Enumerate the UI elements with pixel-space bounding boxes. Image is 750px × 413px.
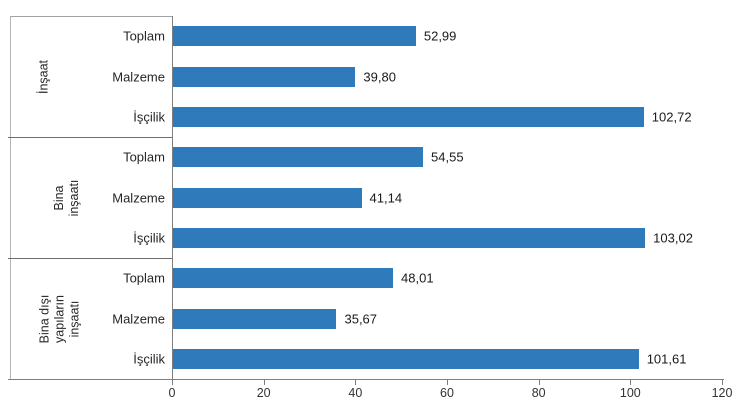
- x-axis-tick: [263, 380, 265, 385]
- bar: [173, 26, 416, 47]
- x-axis-tick-label: 60: [440, 386, 454, 400]
- value-axis-line: [8, 379, 724, 380]
- bar: [173, 227, 646, 248]
- bar-value-label: 102,72: [651, 109, 692, 125]
- bar: [173, 308, 337, 329]
- bar-value-label: 41,14: [369, 190, 403, 205]
- category-panel: [10, 16, 172, 379]
- x-axis-tick: [355, 380, 357, 385]
- group-label-line: Bina dışı: [37, 294, 52, 343]
- category-label: Malzeme: [112, 190, 165, 205]
- x-axis-tick: [447, 380, 448, 385]
- bar: [173, 187, 362, 208]
- bar-value-label: 52,99: [423, 28, 457, 44]
- group-separator-line: [8, 136, 172, 138]
- x-axis-tick-label: 20: [256, 386, 271, 400]
- x-axis-tick: [722, 380, 723, 385]
- bar: [173, 66, 356, 87]
- category-label: Toplam: [123, 28, 165, 44]
- x-axis-tick: [630, 380, 632, 385]
- x-axis-tick-label: 40: [348, 386, 363, 400]
- x-axis-tick-label: 80: [531, 386, 546, 400]
- bar: [173, 348, 639, 369]
- x-axis-tick: [172, 380, 173, 385]
- category-label: Malzeme: [112, 69, 165, 84]
- group-label-line: İnşaat: [36, 59, 51, 94]
- bar-value-label: 48,01: [401, 270, 434, 286]
- bar: [173, 268, 394, 289]
- x-axis-tick-label: 120: [711, 386, 733, 400]
- bar-value-label: 39,80: [363, 69, 396, 84]
- category-label: Toplam: [123, 270, 165, 286]
- category-label: İşçilik: [133, 351, 165, 367]
- category-label: İşçilik: [133, 109, 165, 125]
- bar-value-label: 103,02: [653, 230, 693, 246]
- category-axis-line: [172, 16, 173, 379]
- bar-value-label: 54,55: [431, 149, 464, 165]
- bar: [173, 106, 644, 127]
- bar: [173, 147, 424, 168]
- category-label: İşçilik: [133, 230, 165, 246]
- category-label: Malzeme: [112, 311, 165, 326]
- category-label: Toplam: [123, 149, 165, 165]
- group-label: İnşaat: [37, 59, 52, 93]
- x-axis-tick-label: 0: [168, 386, 176, 400]
- x-axis-tick-label: 100: [619, 386, 641, 400]
- bar-value-label: 35,67: [344, 311, 378, 326]
- x-axis-tick: [538, 380, 540, 385]
- bar-value-label: 101,61: [646, 351, 687, 367]
- group-separator-line: [8, 257, 172, 259]
